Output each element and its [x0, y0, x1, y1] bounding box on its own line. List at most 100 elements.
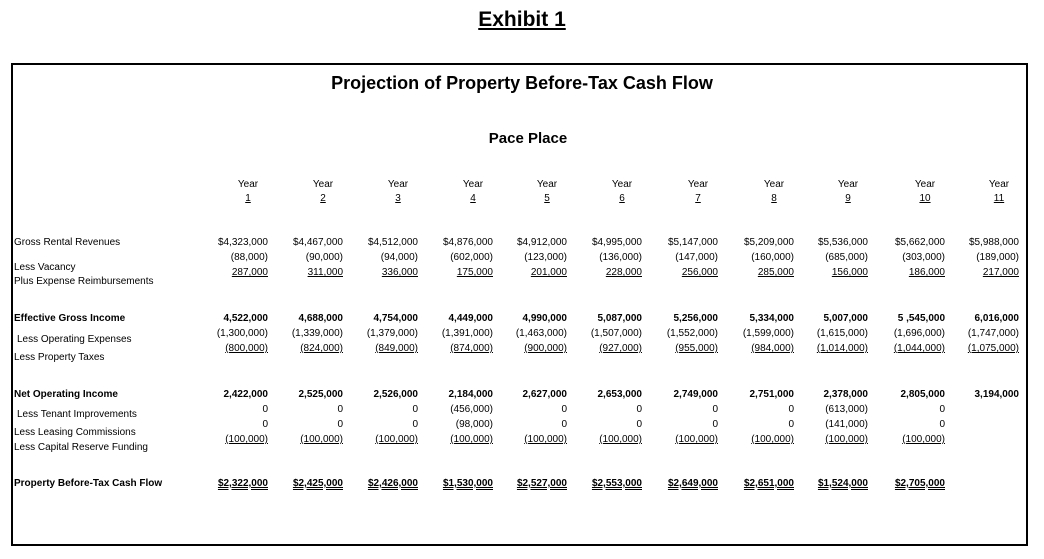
- table-cell: (90,000): [305, 252, 343, 263]
- table-cell: (955,000): [675, 343, 718, 354]
- table-cell: (1,391,000): [441, 328, 493, 339]
- table-cell: $2,705,000: [894, 478, 945, 489]
- table-cell: 186,000: [908, 267, 945, 278]
- table-cell: (100,000): [300, 434, 343, 445]
- year-number: 1: [245, 193, 251, 204]
- table-cell: (984,000): [751, 343, 794, 354]
- table-cell: 2,653,000: [597, 389, 643, 400]
- table-cell: (189,000): [976, 252, 1019, 263]
- table-cell: 0: [337, 419, 343, 430]
- table-cell: (136,000): [599, 252, 642, 263]
- table-cell: 336,000: [381, 267, 418, 278]
- table-cell: (100,000): [450, 434, 493, 445]
- table-cell: $4,995,000: [591, 237, 642, 248]
- table-cell: (456,000): [450, 404, 493, 415]
- table-cell: (98,000): [455, 419, 493, 430]
- exhibit-frame: [11, 63, 1028, 546]
- table-cell: 217,000: [982, 267, 1019, 278]
- table-cell: 2,751,000: [749, 389, 795, 400]
- table-cell: (100,000): [675, 434, 718, 445]
- table-cell: 0: [262, 404, 268, 415]
- table-cell: 2,805,000: [900, 389, 946, 400]
- table-cell: (141,000): [825, 419, 868, 430]
- table-cell: (1,075,000): [967, 343, 1019, 354]
- year-header: Year 7: [678, 178, 718, 206]
- table-cell: 2,627,000: [522, 389, 568, 400]
- table-cell: (1,044,000): [893, 343, 945, 354]
- table-cell: 0: [561, 419, 567, 430]
- year-header: Year 5: [527, 178, 567, 206]
- table-cell: $2,426,000: [367, 478, 418, 489]
- table-cell: 5,007,000: [823, 313, 869, 324]
- table-cell: 0: [636, 419, 642, 430]
- table-cell: $4,876,000: [442, 237, 493, 248]
- table-cell: (100,000): [825, 434, 868, 445]
- table-cell: 201,000: [530, 267, 567, 278]
- table-cell: 0: [939, 419, 945, 430]
- row-label: Net Operating Income: [14, 389, 118, 400]
- year-number: 8: [771, 193, 777, 204]
- row-label: Less Vacancy: [14, 262, 76, 273]
- table-cell: 0: [712, 404, 718, 415]
- table-cell: 5,334,000: [749, 313, 795, 324]
- table-cell: 4,522,000: [223, 313, 269, 324]
- table-cell: (100,000): [599, 434, 642, 445]
- table-cell: (303,000): [902, 252, 945, 263]
- table-cell: (100,000): [225, 434, 268, 445]
- table-cell: $5,536,000: [817, 237, 868, 248]
- year-header: Year 3: [378, 178, 418, 206]
- table-cell: (613,000): [825, 404, 868, 415]
- year-header: Year 9: [828, 178, 868, 206]
- table-cell: 6,016,000: [974, 313, 1020, 324]
- table-cell: (1,615,000): [816, 328, 868, 339]
- year-number: 9: [845, 193, 851, 204]
- table-cell: $4,512,000: [367, 237, 418, 248]
- table-cell: $1,524,000: [817, 478, 868, 489]
- table-cell: 2,525,000: [298, 389, 344, 400]
- table-cell: (88,000): [230, 252, 268, 263]
- table-cell: 4,449,000: [448, 313, 494, 324]
- table-cell: (94,000): [380, 252, 418, 263]
- table-cell: 256,000: [681, 267, 718, 278]
- year-number: 11: [993, 193, 1005, 204]
- table-cell: 2,422,000: [223, 389, 269, 400]
- row-label: Less Operating Expenses: [17, 334, 132, 345]
- year-label: Year: [763, 179, 785, 190]
- exhibit-heading: Exhibit 1: [478, 8, 566, 31]
- table-cell: $2,527,000: [516, 478, 567, 489]
- table-cell: 0: [788, 419, 794, 430]
- table-cell: (1,300,000): [216, 328, 268, 339]
- table-cell: 0: [788, 404, 794, 415]
- table-cell: 0: [712, 419, 718, 430]
- table-cell: (1,339,000): [291, 328, 343, 339]
- year-number: 7: [695, 193, 701, 204]
- table-cell: (100,000): [902, 434, 945, 445]
- year-label: Year: [312, 179, 334, 190]
- row-label: Less Tenant Improvements: [17, 409, 137, 420]
- table-cell: $4,912,000: [516, 237, 567, 248]
- year-header: Year 2: [303, 178, 343, 206]
- year-label: Year: [536, 179, 558, 190]
- year-header: Year 8: [754, 178, 794, 206]
- table-cell: $2,425,000: [292, 478, 343, 489]
- table-cell: 0: [412, 419, 418, 430]
- year-label: Year: [462, 179, 484, 190]
- table-cell: 3,194,000: [974, 389, 1020, 400]
- table-cell: 2,749,000: [673, 389, 719, 400]
- year-label: Year: [988, 179, 1010, 190]
- table-cell: 0: [412, 404, 418, 415]
- table-cell: $2,322,000: [217, 478, 268, 489]
- table-cell: (602,000): [450, 252, 493, 263]
- year-label: Year: [611, 179, 633, 190]
- table-cell: (927,000): [599, 343, 642, 354]
- table-cell: 2,526,000: [373, 389, 419, 400]
- year-header: Year 6: [602, 178, 642, 206]
- year-header: Year 4: [453, 178, 493, 206]
- year-number: 5: [544, 193, 550, 204]
- table-cell: (1,696,000): [893, 328, 945, 339]
- row-label: Plus Expense Reimbursements: [14, 276, 154, 287]
- table-cell: 311,000: [307, 267, 343, 278]
- year-label: Year: [387, 179, 409, 190]
- table-cell: (1,552,000): [666, 328, 718, 339]
- row-label: Less Capital Reserve Funding: [14, 442, 148, 453]
